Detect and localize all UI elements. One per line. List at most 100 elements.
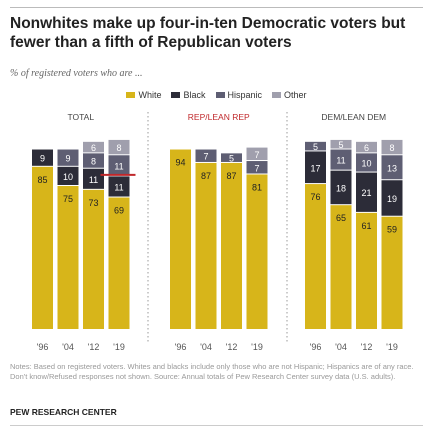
- bar-segment-black: [356, 172, 377, 212]
- legend-item-other: Other: [272, 90, 307, 100]
- data-label: 11: [89, 175, 98, 185]
- bar-segment-hispanic: [381, 155, 403, 180]
- bar-segment-white: [330, 205, 352, 329]
- x-tick-label: '04: [200, 342, 212, 352]
- data-label: 76: [310, 192, 320, 202]
- data-label: 18: [336, 183, 346, 193]
- chart-notes: Notes: Based on registered voters. White…: [10, 362, 414, 381]
- bar-segment-hispanic: [57, 149, 79, 166]
- data-label: 8: [116, 143, 121, 153]
- x-tick-label: '19: [386, 342, 398, 352]
- data-label: 10: [361, 158, 371, 168]
- bar-segment-other: [108, 139, 130, 155]
- data-label: 5: [313, 142, 318, 152]
- bar-segment-white: [32, 166, 53, 329]
- bar-segment-white: [170, 149, 191, 329]
- data-label: 73: [88, 198, 98, 208]
- data-label: 7: [254, 150, 259, 160]
- x-tick-label: '04: [62, 342, 74, 352]
- bar-segment-hispanic: [330, 149, 352, 170]
- legend-item-white: White: [126, 90, 161, 100]
- x-tick-label: '19: [113, 342, 125, 352]
- bar-segment-other: [83, 141, 104, 153]
- legend-label-white: White: [138, 90, 162, 100]
- legend-swatch-other: [272, 92, 282, 98]
- x-tick-label: '96: [175, 342, 187, 352]
- chart-subtitle: % of registered voters who are ...: [10, 68, 143, 79]
- bar-segment-black: [108, 176, 130, 197]
- panel-title-2: REP/LEAN REP: [188, 112, 250, 122]
- bar-segment-white: [246, 174, 268, 329]
- data-label: 75: [63, 194, 73, 204]
- data-label: 7: [254, 163, 259, 173]
- bar-segment-white: [305, 184, 326, 329]
- stacked-bar-chart: TOTAL859'9675109'04731186'126911118'19RE…: [32, 112, 403, 352]
- bar-segment-black: [305, 151, 326, 184]
- bar-segment-other: [246, 147, 268, 161]
- x-tick-label: '12: [88, 342, 100, 352]
- x-tick-label: '04: [335, 342, 347, 352]
- data-label: 65: [336, 213, 346, 223]
- legend-swatch-black: [171, 92, 181, 98]
- x-tick-label: '12: [226, 342, 238, 352]
- legend: White Black Hispanic Other: [0, 90, 433, 100]
- data-label: 11: [114, 182, 123, 192]
- legend-item-hispanic: Hispanic: [215, 90, 263, 100]
- chart-title: Nonwhites make up four-in-ten Democratic…: [10, 15, 406, 51]
- bar-segment-hispanic: [305, 141, 326, 151]
- bar-segment-hispanic: [195, 149, 217, 162]
- data-label: 5: [229, 154, 234, 164]
- x-tick-label: '19: [251, 342, 263, 352]
- bar-segment-other: [356, 141, 377, 153]
- data-label: 19: [387, 194, 397, 204]
- data-label: 61: [361, 221, 371, 231]
- bottom-rule: [10, 425, 423, 426]
- x-tick-label: '96: [310, 342, 322, 352]
- data-label: 81: [252, 182, 262, 192]
- bar-segment-hispanic: [356, 153, 377, 172]
- bar-segment-white: [83, 189, 104, 329]
- bar-segment-hispanic: [246, 161, 268, 174]
- legend-label-hispanic: Hispanic: [227, 90, 263, 100]
- legend-swatch-white: [126, 92, 136, 98]
- data-label: 8: [389, 143, 394, 153]
- bar-segment-hispanic: [108, 155, 130, 176]
- data-label: 87: [201, 171, 211, 181]
- data-label: 10: [63, 172, 73, 182]
- bar-segment-black: [330, 170, 352, 205]
- bar-segment-other: [381, 139, 403, 155]
- data-label: 21: [361, 188, 371, 198]
- data-label: 8: [91, 157, 96, 167]
- bar-segment-hispanic: [221, 153, 242, 162]
- data-label: 9: [40, 154, 45, 164]
- bar-segment-white: [57, 186, 79, 329]
- bar-segment-white: [356, 212, 377, 329]
- bar-segment-black: [32, 149, 53, 166]
- bar-segment-white: [221, 162, 242, 329]
- data-label: 5: [338, 140, 343, 150]
- legend-item-black: Black: [171, 90, 206, 100]
- x-tick-label: '12: [361, 342, 373, 352]
- data-label: 13: [387, 163, 397, 173]
- x-tick-label: '96: [37, 342, 49, 352]
- bar-segment-black: [83, 168, 104, 189]
- panel-title-3: DEM/LEAN DEM: [321, 112, 386, 122]
- panel-title-1: TOTAL: [67, 112, 94, 122]
- data-label: 11: [336, 156, 345, 166]
- data-label: 59: [387, 225, 397, 235]
- chart-source: PEW RESEARCH CENTER: [10, 407, 117, 417]
- data-label: 9: [65, 154, 70, 164]
- bar-segment-white: [195, 162, 217, 329]
- bar-segment-black: [381, 180, 403, 216]
- data-label: 11: [114, 161, 123, 171]
- top-rule: [10, 7, 423, 8]
- bar-segment-white: [108, 197, 130, 329]
- legend-label-black: Black: [183, 90, 206, 100]
- data-label: 17: [310, 163, 320, 173]
- bar-segment-white: [381, 216, 403, 329]
- data-label: 69: [114, 206, 124, 216]
- data-label: 7: [203, 152, 208, 162]
- data-label: 87: [226, 171, 236, 181]
- legend-label-other: Other: [284, 90, 307, 100]
- data-label: 94: [175, 158, 185, 168]
